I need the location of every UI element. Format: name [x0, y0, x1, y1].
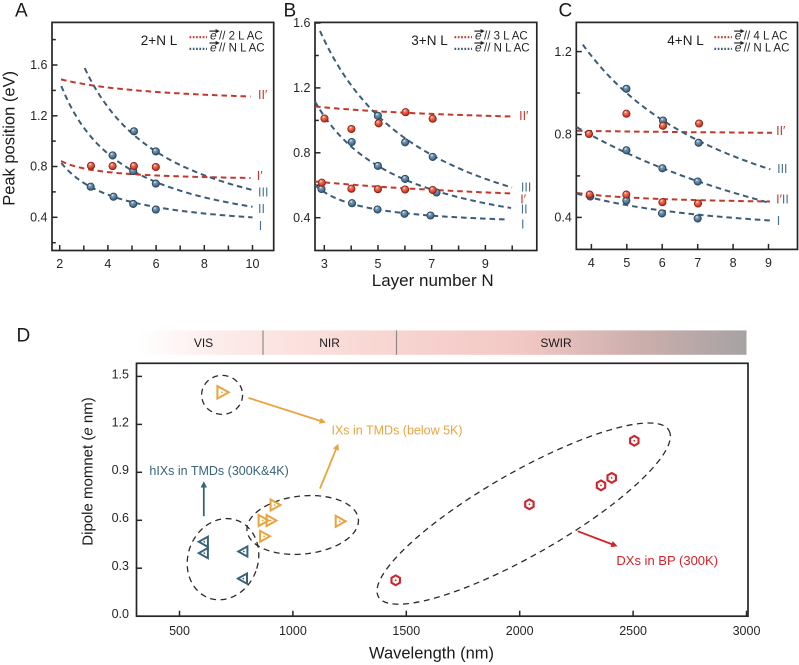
svg-text:Layer number N: Layer number N [372, 271, 494, 290]
svg-text:0.0: 0.0 [112, 607, 129, 621]
svg-text:e: e [210, 41, 217, 55]
svg-text:0.8: 0.8 [293, 146, 310, 160]
svg-text:6: 6 [153, 257, 160, 271]
svg-text:2500: 2500 [619, 624, 647, 638]
svg-text:II: II [521, 203, 528, 217]
svg-text:1500: 1500 [392, 624, 420, 638]
svg-text:1.5: 1.5 [112, 367, 129, 381]
svg-text:1.2: 1.2 [30, 109, 47, 123]
svg-text:II′: II′ [258, 88, 268, 102]
svg-text:III: III [258, 186, 268, 200]
svg-text:Dipole momnet (e nm): Dipole momnet (e nm) [80, 397, 97, 545]
svg-text:NIR: NIR [319, 336, 340, 350]
svg-text:Peak position (eV): Peak position (eV) [0, 71, 18, 206]
svg-text:// 3 L AC: // 3 L AC [484, 31, 528, 43]
svg-text:10: 10 [246, 257, 260, 271]
svg-text:I: I [777, 214, 780, 228]
svg-text:// 2 L AC: // 2 L AC [219, 31, 263, 43]
svg-text:0.4: 0.4 [554, 211, 571, 225]
svg-text:5: 5 [375, 257, 382, 271]
svg-text:1000: 1000 [279, 624, 307, 638]
svg-text:3: 3 [321, 257, 328, 271]
svg-text:0.8: 0.8 [554, 128, 571, 142]
svg-text:500: 500 [169, 624, 190, 638]
svg-text:e: e [735, 41, 742, 55]
svg-text:VIS: VIS [194, 336, 213, 350]
svg-text:III: III [777, 162, 787, 176]
svg-text:0.3: 0.3 [112, 559, 129, 573]
svg-text:// N L AC: // N L AC [219, 43, 265, 55]
svg-text:I: I [259, 219, 262, 233]
svg-text:SWIR: SWIR [540, 336, 572, 350]
svg-text:2+N L: 2+N L [141, 33, 178, 48]
svg-text:// 4 L AC: // 4 L AC [744, 31, 788, 43]
svg-text:7: 7 [694, 256, 701, 270]
svg-text:0.8: 0.8 [30, 160, 47, 174]
svg-text:II′: II′ [776, 124, 786, 138]
svg-text:I: I [521, 217, 524, 231]
svg-text:0.4: 0.4 [30, 211, 47, 225]
svg-text:IXs in TMDs (below 5K): IXs in TMDs (below 5K) [332, 423, 463, 437]
svg-text:DXs in BP (300K): DXs in BP (300K) [616, 553, 718, 568]
svg-text:2000: 2000 [506, 624, 534, 638]
svg-text:A: A [15, 1, 28, 22]
svg-text:1.6: 1.6 [293, 16, 310, 30]
svg-text:5: 5 [623, 256, 630, 270]
svg-text:1.6: 1.6 [30, 58, 47, 72]
svg-text:// N L AC: // N L AC [484, 43, 530, 55]
svg-text:7: 7 [428, 257, 435, 271]
svg-text:1.2: 1.2 [554, 45, 571, 59]
svg-text:8: 8 [730, 256, 737, 270]
svg-text:9: 9 [765, 256, 772, 270]
svg-text:// N L AC: // N L AC [744, 43, 790, 55]
svg-text:1.2: 1.2 [293, 81, 310, 95]
svg-text:e: e [210, 29, 217, 43]
svg-text:8: 8 [201, 257, 208, 271]
svg-text:e: e [475, 41, 482, 55]
svg-text:3000: 3000 [733, 624, 761, 638]
svg-text:C: C [559, 1, 573, 22]
svg-text:4: 4 [104, 257, 111, 271]
svg-text:hIXs in TMDs (300K&4K): hIXs in TMDs (300K&4K) [149, 464, 288, 478]
svg-text:Wavelength (nm): Wavelength (nm) [369, 645, 494, 663]
svg-text:I′: I′ [520, 193, 526, 207]
svg-text:6: 6 [659, 256, 666, 270]
svg-text:4+N L: 4+N L [667, 33, 704, 48]
svg-text:II: II [258, 202, 265, 216]
svg-text:e: e [475, 29, 482, 43]
svg-text:D: D [17, 325, 31, 346]
svg-text:2: 2 [56, 257, 63, 271]
svg-text:4: 4 [588, 256, 595, 270]
svg-text:II′: II′ [519, 109, 529, 123]
svg-text:B: B [284, 1, 297, 22]
svg-text:3+N L: 3+N L [411, 33, 448, 48]
svg-text:0.6: 0.6 [112, 511, 129, 525]
svg-text:1.2: 1.2 [112, 415, 129, 429]
svg-text:e: e [735, 29, 742, 43]
svg-text:I′: I′ [257, 169, 263, 183]
svg-text:9: 9 [482, 257, 489, 271]
svg-text:0.9: 0.9 [112, 463, 129, 477]
svg-text:0.4: 0.4 [293, 211, 310, 225]
svg-text:III: III [521, 181, 531, 195]
svg-text:I′II: I′II [776, 193, 789, 207]
